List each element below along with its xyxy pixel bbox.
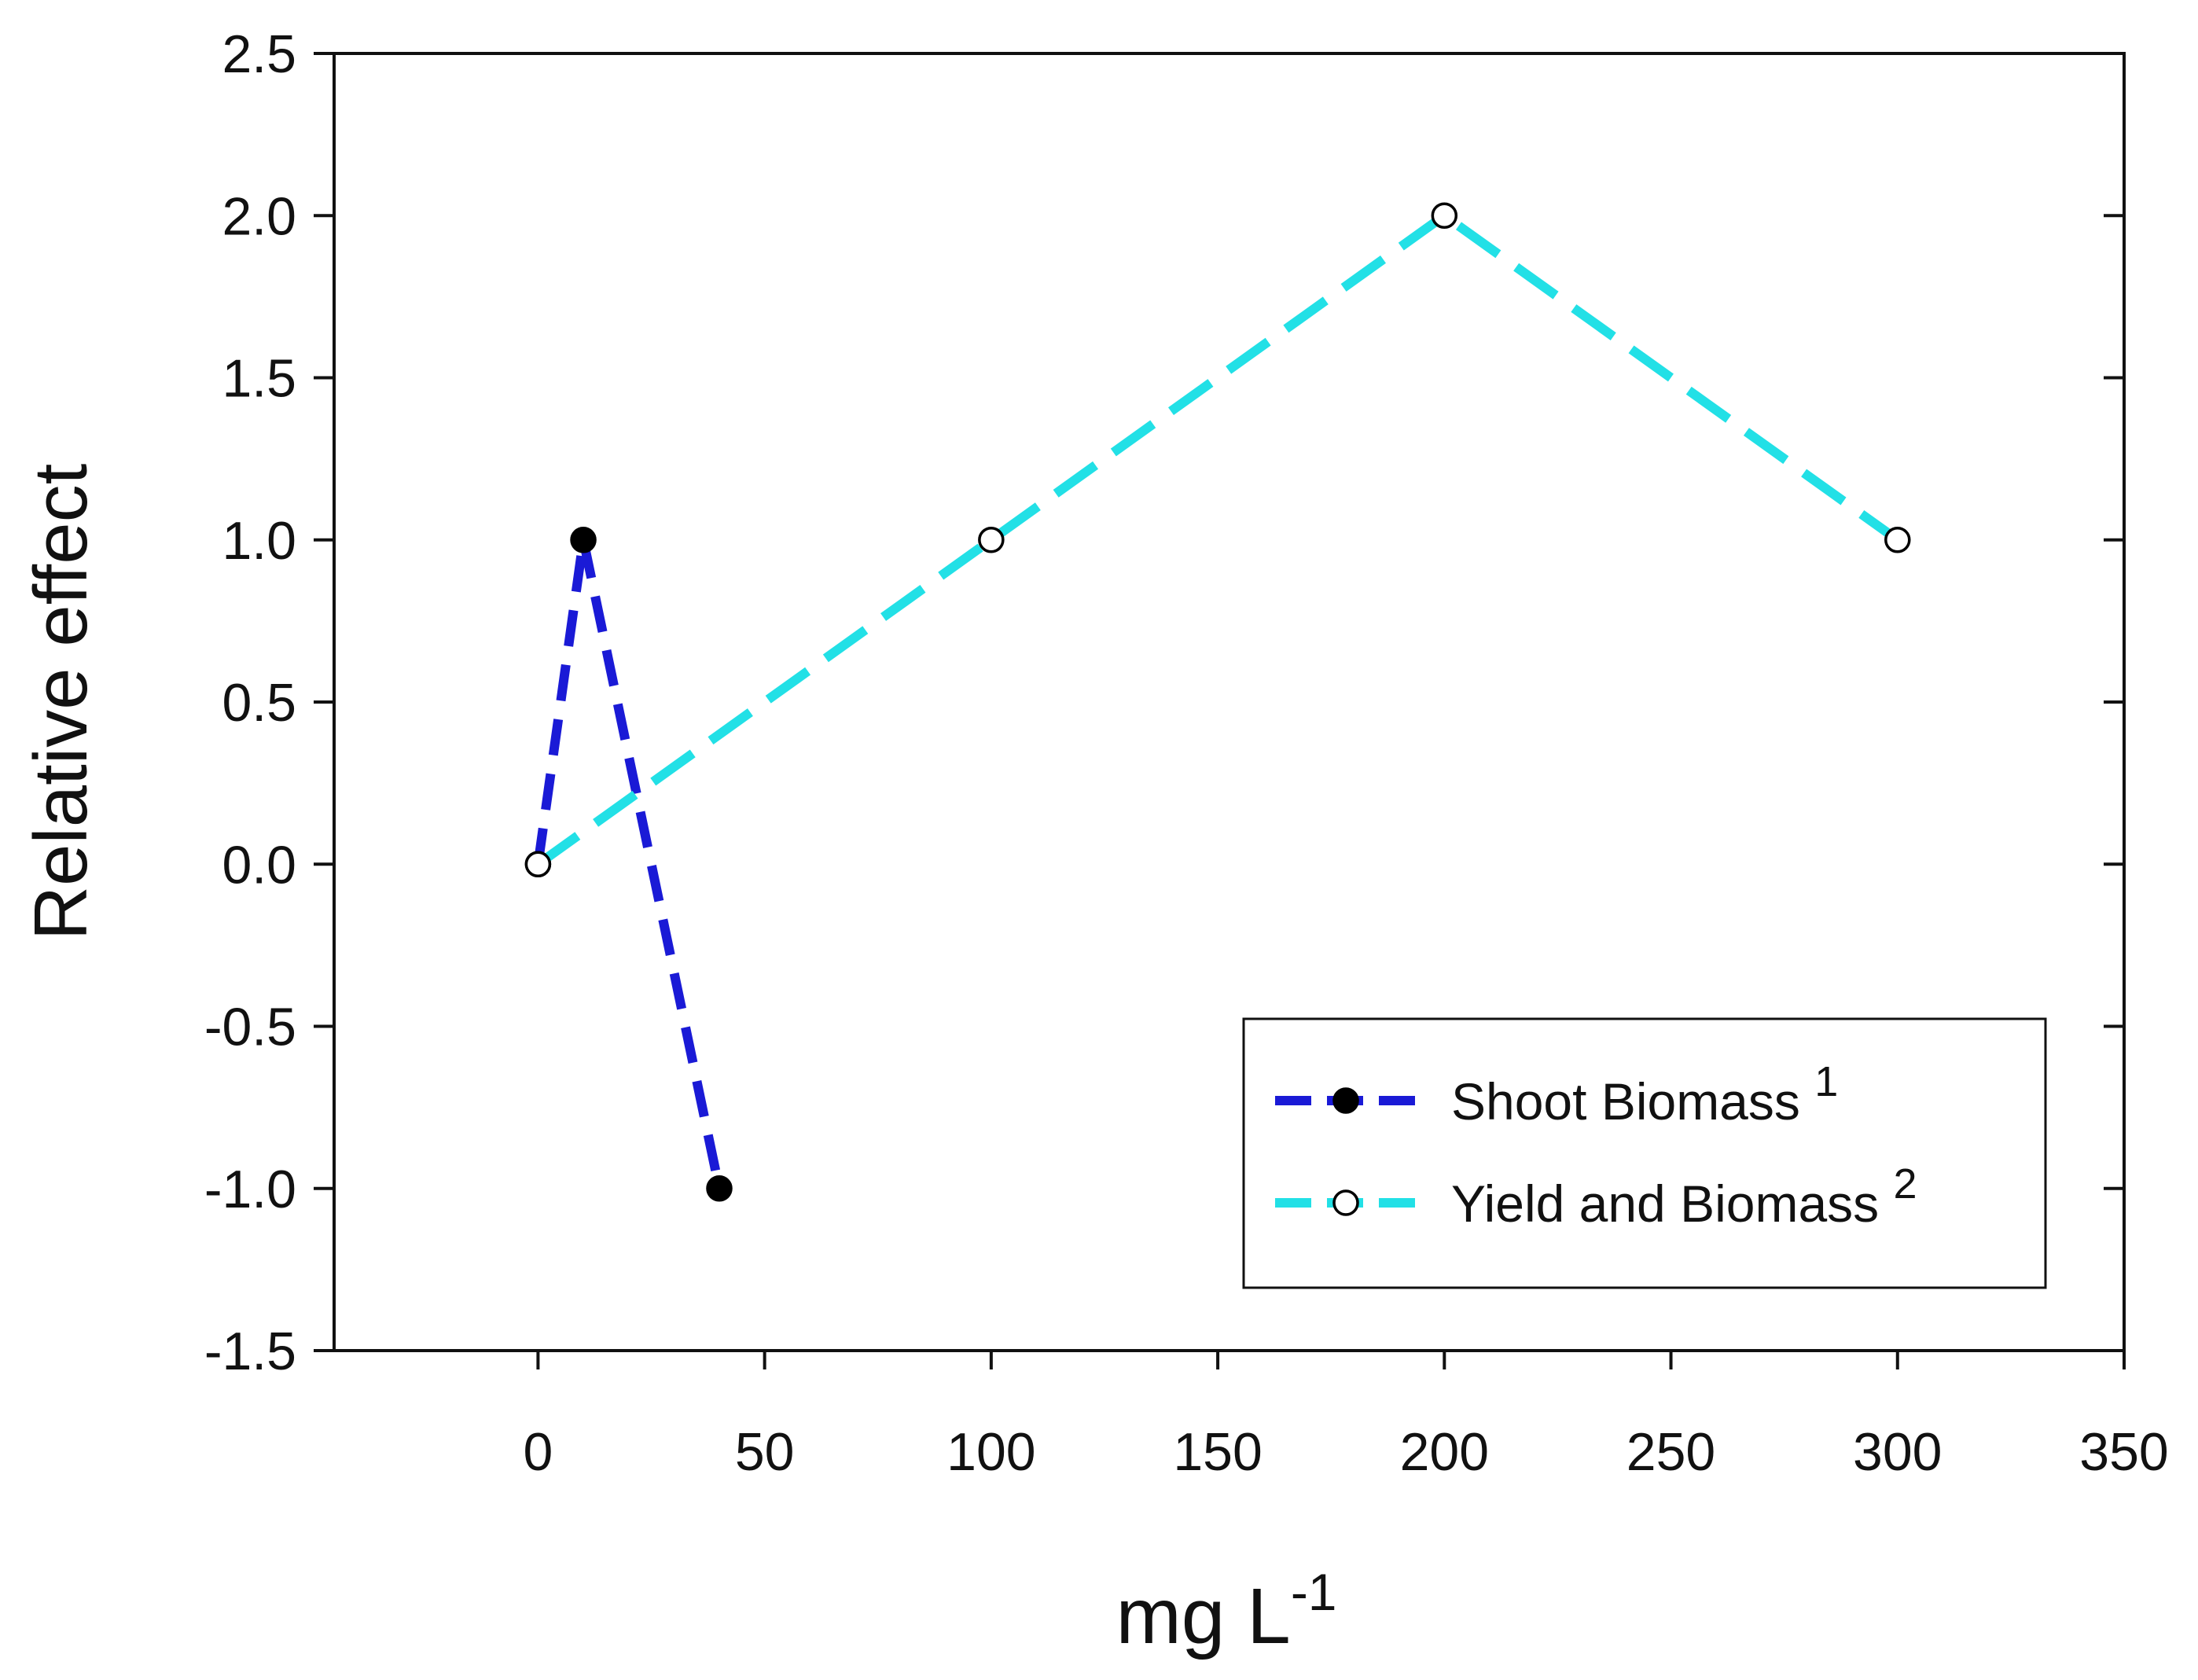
x-axis-title: mg L-1 xyxy=(1116,1563,1336,1660)
legend-label: Shoot Biomass 1 xyxy=(1451,1058,1838,1130)
y-tick-label: 1.5 xyxy=(222,349,296,409)
y-tick-label: 1.0 xyxy=(222,511,296,571)
y-tick-label: 2.0 xyxy=(222,186,296,246)
x-tick-label: 300 xyxy=(1853,1422,1942,1482)
legend-entry: Yield and Biomass 2 xyxy=(1275,1160,1917,1233)
series-layer xyxy=(524,202,1911,1202)
x-axis-title-base: mg L xyxy=(1116,1572,1290,1660)
x-axis-title-superscript: -1 xyxy=(1291,1563,1337,1621)
legend-box xyxy=(1242,1017,2047,1289)
data-point xyxy=(706,1175,733,1202)
data-point xyxy=(570,527,597,553)
y-tick-label: 0.0 xyxy=(222,835,296,895)
x-tick-label: 50 xyxy=(735,1422,795,1482)
y-axis-title: Relative effect xyxy=(19,464,103,941)
x-axis: 0 50 100 150 200 250 300 350 xyxy=(523,1351,2169,1482)
x-tick-label: 350 xyxy=(2079,1422,2168,1482)
legend-label: Yield and Biomass 2 xyxy=(1451,1160,1917,1233)
data-point xyxy=(978,527,1005,553)
y-tick-label: -0.5 xyxy=(204,998,296,1057)
x-tick-label: 0 xyxy=(523,1422,553,1482)
legend: Shoot Biomass 1 Yield and Biomass 2 xyxy=(1242,1017,2047,1289)
y-tick-label: 0.5 xyxy=(222,673,296,733)
data-point xyxy=(1431,202,1458,229)
y-tick-label: 2.5 xyxy=(222,24,296,84)
x-tick-label: 200 xyxy=(1400,1422,1489,1482)
y-tick-label: -1.0 xyxy=(204,1160,296,1219)
data-point xyxy=(524,851,552,877)
x-tick-label: 250 xyxy=(1626,1422,1715,1482)
legend-entries: Shoot Biomass 1 Yield and Biomass 2 xyxy=(1275,1058,1917,1233)
y-axis: -1.5 -1.0 -0.5 0.0 0.5 1.0 1.5 2.0 2.5 xyxy=(204,24,2124,1381)
x-tick-label: 150 xyxy=(1173,1422,1262,1482)
series-2 xyxy=(524,202,1911,877)
x-tick-label: 100 xyxy=(946,1422,1035,1482)
legend-marker xyxy=(1332,1087,1359,1114)
data-point xyxy=(1884,527,1911,553)
legend-entry: Shoot Biomass 1 xyxy=(1275,1058,1838,1130)
legend-marker xyxy=(1332,1189,1359,1216)
y-tick-label: -1.5 xyxy=(204,1322,296,1381)
